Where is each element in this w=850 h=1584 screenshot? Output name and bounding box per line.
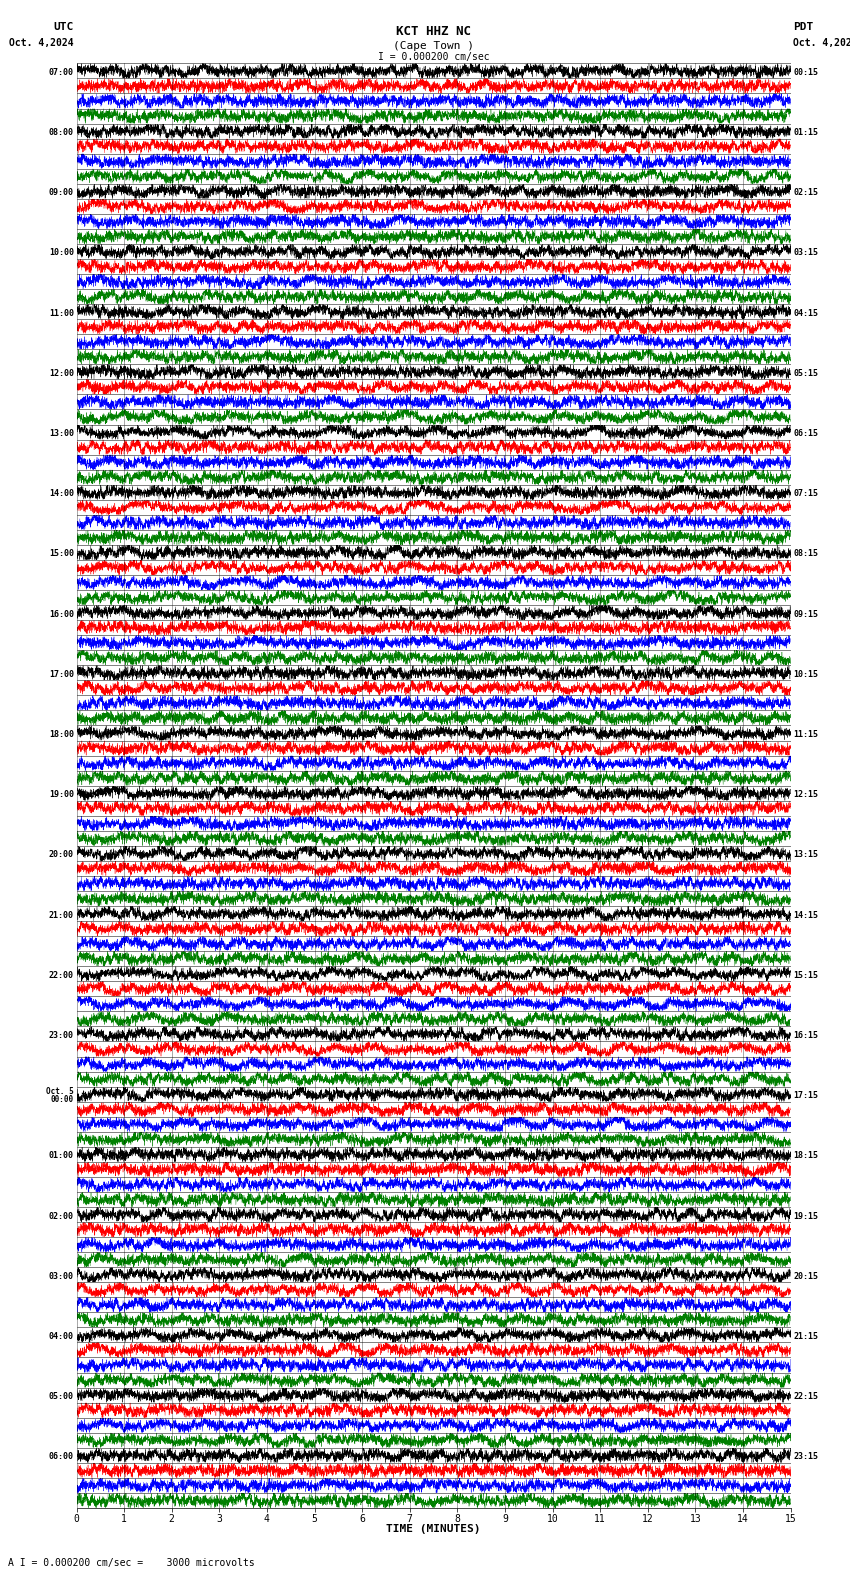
Text: I = 0.000200 cm/sec: I = 0.000200 cm/sec bbox=[377, 52, 490, 62]
Text: 05:00: 05:00 bbox=[49, 1392, 74, 1402]
Text: A I = 0.000200 cm/sec =    3000 microvolts: A I = 0.000200 cm/sec = 3000 microvolts bbox=[8, 1559, 255, 1568]
Text: 08:15: 08:15 bbox=[793, 550, 818, 559]
Text: 04:00: 04:00 bbox=[49, 1332, 74, 1342]
Text: 03:15: 03:15 bbox=[793, 249, 818, 258]
Text: 19:15: 19:15 bbox=[793, 1212, 818, 1221]
Text: 00:15: 00:15 bbox=[793, 68, 818, 78]
Text: 10:00: 10:00 bbox=[49, 249, 74, 258]
Text: 16:00: 16:00 bbox=[49, 610, 74, 619]
Text: 17:15: 17:15 bbox=[793, 1091, 818, 1101]
Text: 16:15: 16:15 bbox=[793, 1031, 818, 1041]
Text: Oct. 4,2024: Oct. 4,2024 bbox=[9, 38, 74, 48]
Text: 17:00: 17:00 bbox=[49, 670, 74, 680]
Text: 20:15: 20:15 bbox=[793, 1272, 818, 1281]
Text: 23:00: 23:00 bbox=[49, 1031, 74, 1041]
Text: 01:15: 01:15 bbox=[793, 128, 818, 138]
Text: 15:00: 15:00 bbox=[49, 550, 74, 559]
Text: 19:00: 19:00 bbox=[49, 790, 74, 800]
Text: 03:00: 03:00 bbox=[49, 1272, 74, 1281]
Text: 01:00: 01:00 bbox=[49, 1152, 74, 1161]
Text: 00:00: 00:00 bbox=[51, 1096, 74, 1104]
Text: (Cape Town ): (Cape Town ) bbox=[393, 41, 474, 51]
Text: PDT: PDT bbox=[793, 22, 813, 32]
Text: 09:15: 09:15 bbox=[793, 610, 818, 619]
Text: 11:00: 11:00 bbox=[49, 309, 74, 318]
Text: 14:00: 14:00 bbox=[49, 489, 74, 499]
Text: UTC: UTC bbox=[54, 22, 74, 32]
Text: 13:00: 13:00 bbox=[49, 429, 74, 439]
Text: Oct. 5: Oct. 5 bbox=[46, 1087, 74, 1096]
Text: 07:15: 07:15 bbox=[793, 489, 818, 499]
Text: 22:00: 22:00 bbox=[49, 971, 74, 980]
Text: Oct. 4,2024: Oct. 4,2024 bbox=[793, 38, 850, 48]
Text: 12:00: 12:00 bbox=[49, 369, 74, 379]
Text: 08:00: 08:00 bbox=[49, 128, 74, 138]
Text: 06:00: 06:00 bbox=[49, 1453, 74, 1462]
Text: 14:15: 14:15 bbox=[793, 911, 818, 920]
Text: 12:15: 12:15 bbox=[793, 790, 818, 800]
Text: 22:15: 22:15 bbox=[793, 1392, 818, 1402]
Text: 18:15: 18:15 bbox=[793, 1152, 818, 1161]
Text: 04:15: 04:15 bbox=[793, 309, 818, 318]
Text: 10:15: 10:15 bbox=[793, 670, 818, 680]
Text: TIME (MINUTES): TIME (MINUTES) bbox=[386, 1524, 481, 1533]
Text: 21:00: 21:00 bbox=[49, 911, 74, 920]
Text: 09:00: 09:00 bbox=[49, 188, 74, 198]
Text: 06:15: 06:15 bbox=[793, 429, 818, 439]
Text: KCT HHZ NC: KCT HHZ NC bbox=[396, 25, 471, 38]
Text: 18:00: 18:00 bbox=[49, 730, 74, 740]
Text: 11:15: 11:15 bbox=[793, 730, 818, 740]
Text: 07:00: 07:00 bbox=[49, 68, 74, 78]
Text: 05:15: 05:15 bbox=[793, 369, 818, 379]
Text: 15:15: 15:15 bbox=[793, 971, 818, 980]
Text: 13:15: 13:15 bbox=[793, 851, 818, 860]
Text: 23:15: 23:15 bbox=[793, 1453, 818, 1462]
Text: 02:00: 02:00 bbox=[49, 1212, 74, 1221]
Text: 02:15: 02:15 bbox=[793, 188, 818, 198]
Text: 20:00: 20:00 bbox=[49, 851, 74, 860]
Text: 21:15: 21:15 bbox=[793, 1332, 818, 1342]
